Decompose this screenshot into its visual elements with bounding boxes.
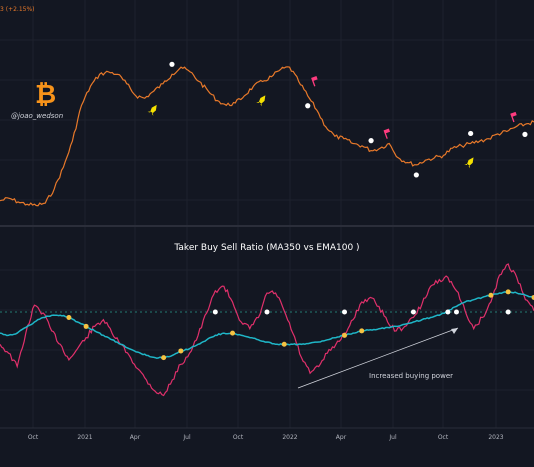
ratio-signal-dot	[342, 310, 347, 315]
cross-dot	[282, 342, 287, 347]
time-tick-label: Apr	[336, 434, 347, 441]
bitcoin-logo: ₿	[35, 80, 56, 110]
price-signal-dot	[522, 132, 527, 137]
cross-dot	[84, 324, 89, 329]
ratio-signal-dot	[445, 310, 450, 315]
annotation-label: Increased buying power	[369, 372, 453, 380]
price-signal-dot	[169, 62, 174, 67]
price-signal-dot	[368, 138, 373, 143]
ratio-signal-dot	[454, 310, 459, 315]
price-signal-dot	[414, 172, 419, 177]
time-tick-label: Jul	[182, 434, 191, 441]
cross-dot	[488, 293, 493, 298]
legend-fragment: 3 (+2.15%)	[0, 6, 35, 13]
cross-dot	[506, 289, 511, 294]
price-signal-dot	[305, 103, 310, 108]
ratio-signal-dot	[213, 310, 218, 315]
time-tick-label: Jul	[388, 434, 397, 441]
ratio-signal-dot	[411, 310, 416, 315]
time-tick-label: 2021	[77, 434, 92, 441]
time-tick-label: Oct	[28, 434, 39, 441]
time-tick-label: 2022	[282, 434, 297, 441]
ratio-signal-dot	[506, 310, 511, 315]
cross-dot	[359, 328, 364, 333]
time-tick-label: Apr	[130, 434, 141, 441]
price-signal-dot	[468, 131, 473, 136]
time-tick-label: 2023	[488, 434, 503, 441]
cross-dot	[230, 331, 235, 336]
ratio-signal-dot	[265, 310, 270, 315]
cross-dot	[161, 355, 166, 360]
cross-dot	[178, 348, 183, 353]
cross-dot	[342, 333, 347, 338]
author-watermark: @joao_wedson	[11, 112, 63, 120]
svg-text:₿: ₿	[35, 80, 56, 110]
time-tick-label: Oct	[233, 434, 244, 441]
pane-title: Taker Buy Sell Ratio (MA350 vs EMA100 )	[0, 243, 534, 253]
time-tick-label: Oct	[438, 434, 449, 441]
cross-dot	[66, 315, 71, 320]
